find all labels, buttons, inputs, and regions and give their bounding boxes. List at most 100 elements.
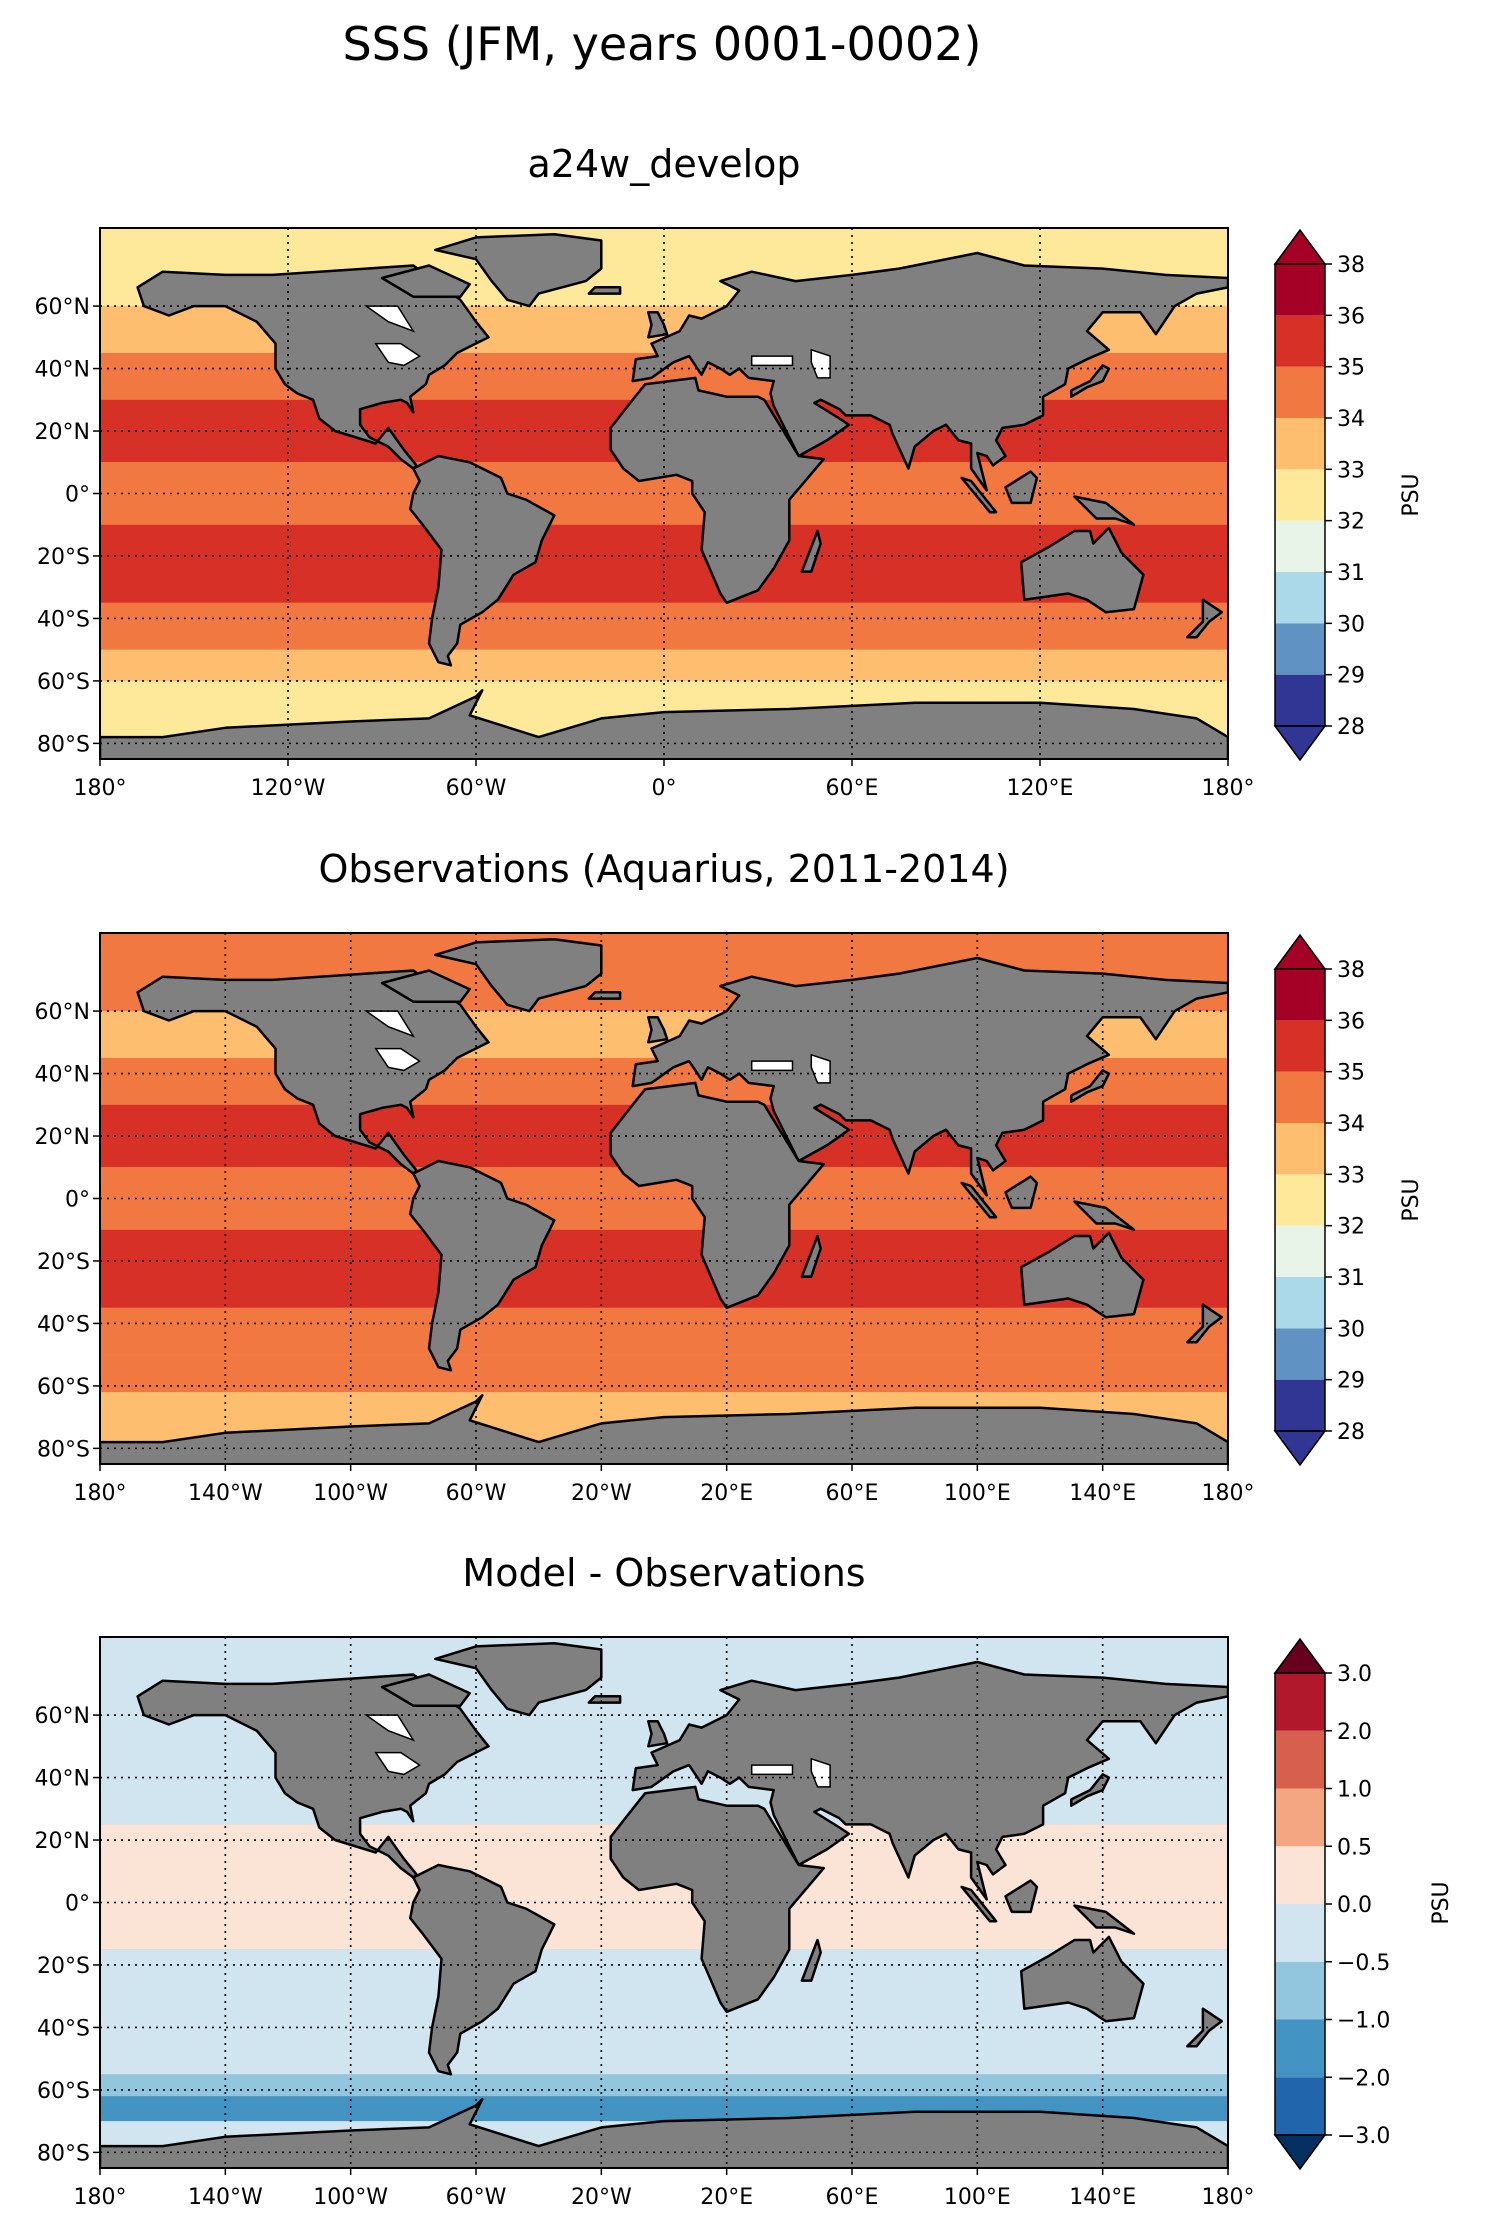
colorbar-over-arrow: [1273, 933, 1327, 970]
landmass-iceland: [587, 991, 622, 1000]
panel-model: a24w_develop 60°N 40°N 20°N 0° 20°S 40°S 60°S 8…: [35, 142, 1424, 801]
colorbar-tick-label: 36: [1337, 304, 1365, 329]
landmass-borneo: [1004, 1879, 1039, 1914]
y-tick-label: 60°S: [37, 2079, 90, 2104]
zonal-band: [100, 1307, 1228, 1355]
map-land: [100, 232, 1228, 759]
y-axis: 60°N 40°N 20°N 0° 20°S 40°S 60°S 80°S: [35, 1704, 100, 2166]
colorbar-tick-label: 34: [1337, 407, 1365, 432]
x-tick-label: 100°E: [944, 2185, 1011, 2210]
y-tick-label: 20°N: [35, 1125, 90, 1150]
lake: [750, 1764, 794, 1776]
y-tick-label: 40°S: [37, 1312, 90, 1337]
x-axis: 180° 120°W 60°W 0° 60°E 120°E 180°: [74, 759, 1255, 801]
x-tick-label: 140°W: [188, 2185, 263, 2210]
panel-title: Observations (Aquarius, 2011-2014): [318, 847, 1009, 891]
y-tick-label: 60°S: [37, 670, 90, 695]
colorbar-segment: [1275, 674, 1325, 726]
landmass-japan: [1070, 1773, 1111, 1807]
colorbar-tick-label: 1.0: [1337, 1778, 1372, 1803]
x-tick-label: 20°E: [700, 2185, 753, 2210]
colorbar-tick-label: 29: [1337, 1369, 1365, 1394]
colorbar: 38 36 35 34 33 32 31 30 29 28: [1273, 933, 1365, 1467]
colorbar-tick-label: 0.5: [1337, 1835, 1372, 1860]
landmass-newGuinea: [1073, 1904, 1136, 1935]
lake: [750, 355, 794, 367]
colorbar-under-arrow: [1273, 2134, 1327, 2171]
landmass-newGuinea: [1073, 495, 1136, 526]
colorbar-segment: [1275, 1788, 1325, 1847]
colorbar-tick-label: 32: [1337, 1215, 1365, 1240]
colorbar-label: PSU: [1429, 1881, 1454, 1924]
colorbar-tick-label: 33: [1337, 1163, 1365, 1188]
zonal-band: [100, 649, 1228, 681]
colorbar-segment: [1275, 1123, 1325, 1175]
landmass-greenland: [434, 1641, 603, 1717]
landmass-antarctica: [100, 1394, 1228, 1464]
x-tick-label: 60°E: [826, 776, 879, 801]
landmass-southAmerica: [408, 1159, 556, 1372]
landmass-borneo: [1004, 1175, 1039, 1210]
colorbar-tick-label: 30: [1337, 1317, 1365, 1342]
colorbar-tick-label: −0.5: [1337, 1951, 1390, 1976]
landmass-newZealand: [1186, 2007, 1223, 2048]
colorbar-tick-label: 33: [1337, 458, 1365, 483]
y-tick-label: 60°N: [35, 1000, 90, 1025]
y-tick-label: 60°S: [37, 1375, 90, 1400]
x-tick-label: 60°E: [826, 1481, 879, 1506]
colorbar-tick-label: 28: [1337, 1420, 1365, 1445]
landmass-japan: [1070, 364, 1111, 398]
panel-title: a24w_develop: [527, 142, 800, 186]
colorbar-segment: [1275, 1225, 1325, 1277]
landmass-britain: [647, 311, 669, 339]
colorbar-tick-label: −3.0: [1337, 2124, 1390, 2149]
y-tick-label: 40°N: [35, 358, 90, 383]
lake: [374, 1047, 422, 1072]
colorbar-tick-label: 31: [1337, 561, 1365, 586]
landmass-iceland: [587, 286, 622, 295]
colorbar-tick-label: −1.0: [1337, 2009, 1390, 2034]
colorbar-segment: [1275, 1730, 1325, 1789]
colorbar-segment: [1275, 1961, 1325, 2020]
panel-title: Model - Observations: [462, 1551, 865, 1595]
x-axis: 180° 140°W 100°W 60°W 20°W 20°E 60°E 100°E 140°E…: [74, 1464, 1255, 1506]
x-tick-label: 180°: [74, 1481, 127, 1506]
colorbar-tick-label: 38: [1337, 958, 1365, 983]
x-tick-label: 100°E: [944, 1481, 1011, 1506]
y-tick-label: 40°N: [35, 1063, 90, 1088]
colorbar-segment: [1275, 1328, 1325, 1380]
landmass-africa: [609, 1081, 826, 1310]
y-tick-label: 20°S: [37, 1954, 90, 1979]
colorbar-segment: [1275, 1071, 1325, 1123]
landmass-africa: [609, 1785, 826, 2014]
y-tick-label: 0°: [65, 1892, 90, 1917]
colorbar-segment: [1275, 366, 1325, 418]
colorbar-tick-label: 29: [1337, 664, 1365, 689]
colorbar-label: PSU: [1399, 473, 1424, 516]
x-tick-label: 60°W: [446, 1481, 507, 1506]
colorbar-segment: [1275, 418, 1325, 470]
x-tick-label: 180°: [1202, 2185, 1255, 2210]
y-tick-label: 0°: [65, 483, 90, 508]
x-tick-label: 60°E: [826, 2185, 879, 2210]
landmass-eurasia: [631, 1660, 1228, 1901]
landmass-borneo: [1004, 470, 1039, 505]
colorbar-segment: [1275, 1673, 1325, 1731]
colorbar-under-arrow: [1273, 725, 1327, 762]
y-tick-label: 80°S: [37, 732, 90, 757]
x-tick-label: 0°: [652, 776, 677, 801]
landmass-madagascar: [800, 529, 822, 573]
lake: [750, 1060, 794, 1072]
landmass-eurasia: [631, 251, 1228, 492]
landmass-southAmerica: [408, 454, 556, 667]
landmass-baffin: [380, 969, 471, 1003]
colorbar-tick-label: 30: [1337, 612, 1365, 637]
lake: [374, 1751, 422, 1776]
x-tick-label: 120°E: [1007, 776, 1074, 801]
colorbar-segment: [1275, 2019, 1325, 2078]
colorbar-label: PSU: [1399, 1178, 1424, 1221]
colorbar-tick-label: −2.0: [1337, 2066, 1390, 2091]
map-gridlines: [100, 228, 1228, 759]
landmass-eurasia: [631, 956, 1228, 1197]
